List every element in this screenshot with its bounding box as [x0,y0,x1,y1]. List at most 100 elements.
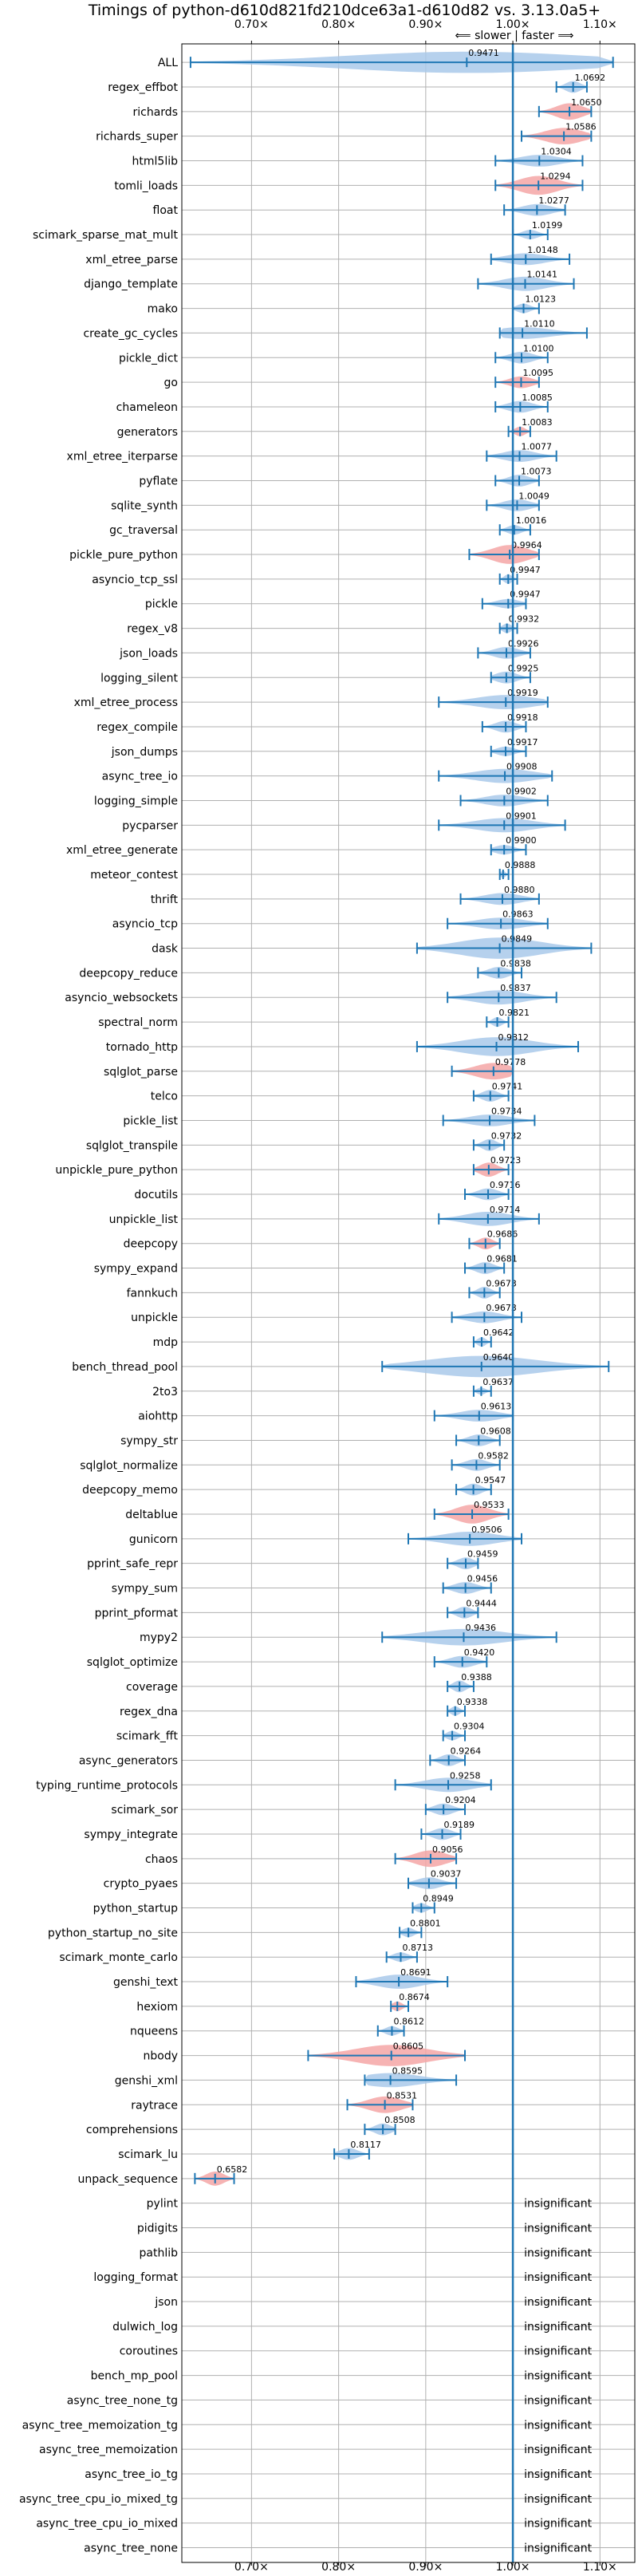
benchmark-row: bench_mp_pool insignificant [91,2370,593,2383]
benchmark-row: xml_etree_parse 1.0148 [85,245,571,266]
benchmark-row: fannkuch 0.9673 [127,1278,517,1300]
benchmark-row: xml_etree_process 0.9919 [74,688,549,709]
benchmark-name: scimark_lu [118,2148,178,2161]
value-label: 1.0141 [526,270,557,280]
benchmark-name: nbody [144,2050,179,2063]
value-label: 0.6582 [217,2164,248,2175]
benchmark-name: chameleon [116,401,178,414]
value-label: 0.9420 [464,1647,495,1658]
insignificant-label: insignificant [524,2198,593,2211]
value-label: 0.9901 [506,811,537,821]
bottom-tick-label: 1.10× [583,2561,617,2574]
benchmark-row: sqlglot_transpile 0.9732 [86,1130,522,1152]
value-label: 1.0085 [522,393,553,403]
benchmark-name: scimark_sor [111,1804,178,1817]
insignificant-label: insignificant [524,2518,593,2531]
benchmark-row: unpickle_pure_python 0.9723 [55,1155,521,1177]
benchmark-name: json_dumps [111,746,178,759]
benchmark-name: regex_dna [120,1706,178,1718]
benchmark-name: async_tree_none [84,2542,178,2554]
value-label: 1.0123 [526,294,557,305]
benchmark-row: async_tree_none insignificant [84,2542,592,2554]
benchmark-name: async_tree_io [102,771,178,783]
benchmark-row: chaos 0.9056 [145,1844,463,1868]
benchmark-row: pycparser 0.9901 [122,811,566,832]
benchmark-row: create_gc_cycles 1.0110 [83,318,588,340]
benchmark-name: async_generators [79,1754,178,1767]
benchmark-row: scimark_sor 0.9204 [111,1795,475,1817]
benchmark-name: pickle_pure_python [69,549,178,562]
value-label: 0.9642 [483,1327,514,1338]
benchmark-name: regex_effbot [108,81,178,94]
benchmark-name: ALL [158,57,178,69]
benchmark-name: mako [148,303,178,316]
value-label: 0.9608 [480,1426,511,1436]
value-label: 1.0083 [522,417,553,428]
top-tick-label: 0.70× [234,18,269,31]
benchmark-row: thrift 0.9880 [151,885,540,906]
benchmark-name: pylint [147,2198,179,2211]
benchmark-row: logging_silent 0.9925 [100,663,538,684]
bottom-tick-label: 0.90× [408,2561,443,2574]
insignificant-label: insignificant [524,2223,593,2235]
plot-frame [181,43,636,2563]
benchmark-row: bench_thread_pool 0.9640 [72,1352,610,1378]
benchmark-name: sympy_str [120,1434,178,1447]
benchmark-row: coverage 0.9388 [126,1672,492,1694]
value-label: 0.9388 [461,1672,492,1682]
value-label: 1.0148 [527,245,558,255]
insignificant-label: insignificant [524,2419,593,2432]
benchmark-row: xml_etree_generate 0.9900 [66,835,537,857]
benchmark-row: sympy_integrate 0.9189 [84,1820,475,1841]
value-label: 0.9444 [466,1598,497,1608]
benchmark-name: meteor_contest [90,869,178,882]
value-label: 0.9533 [474,1500,505,1510]
benchmark-name: dulwich_log [112,2321,178,2333]
value-label: 0.9547 [475,1475,506,1485]
benchmark-row: gunicorn 0.9506 [129,1525,522,1546]
benchmark-name: unpickle_pure_python [55,1164,178,1177]
benchmark-name: async_tree_cpu_io_mixed [36,2518,178,2531]
benchmark-name: crypto_pyaes [104,1878,178,1891]
benchmark-name: python_startup [93,1903,178,1915]
value-label: 0.9637 [482,1377,514,1387]
value-label: 0.9673 [486,1303,517,1313]
benchmark-name: go [164,377,178,389]
value-label: 0.8605 [393,2041,424,2052]
value-label: 0.9947 [510,565,541,575]
benchmark-name: async_tree_memoization_tg [22,2419,178,2432]
bottom-tick-label: 1.00× [496,2561,530,2574]
benchmark-row: mypy2 0.9436 [140,1623,557,1646]
benchmark-name: typing_runtime_protocols [36,1779,178,1792]
value-label: 0.9716 [490,1180,521,1190]
benchmark-name: pidigits [137,2223,178,2235]
value-label: 0.8801 [410,1918,441,1928]
benchmark-row: genshi_text 0.8691 [113,1967,449,1989]
value-label: 0.9304 [454,1722,485,1732]
benchmark-name: genshi_xml [115,2074,178,2087]
benchmark-name: regex_v8 [127,623,178,636]
value-label: 0.9837 [500,983,531,993]
benchmark-name: thrift [151,894,179,906]
benchmark-name: float [153,204,179,217]
value-label: 0.9582 [478,1450,509,1461]
benchmark-row: xml_etree_iterparse 1.0077 [67,442,557,464]
benchmark-name: logging_silent [100,672,178,684]
benchmark-row: regex_compile 0.9918 [96,712,538,734]
value-label: 1.0100 [523,343,554,353]
benchmark-name: tornado_http [106,1041,178,1054]
benchmark-row: scimark_monte_carlo 0.8713 [59,1943,433,1964]
benchmark-name: pathlib [140,2247,179,2259]
benchmark-name: async_tree_io_tg [85,2468,178,2481]
benchmark-row: scimark_sparse_mat_mult 1.0199 [33,220,562,242]
benchmark-row: typing_runtime_protocols 0.9258 [36,1770,492,1792]
value-label: 0.9436 [465,1623,496,1633]
benchmark-name: async_tree_memoization [39,2444,178,2456]
chart-title: Timings of python-d610d821fd210dce63a1-d… [88,2,601,19]
value-label: 0.9189 [443,1820,475,1830]
insignificant-label: insignificant [524,2468,593,2481]
value-label: 1.0110 [524,318,555,329]
direction-note: ⟸ slower | faster ⟹ [455,30,574,42]
value-label: 0.9902 [506,786,537,796]
